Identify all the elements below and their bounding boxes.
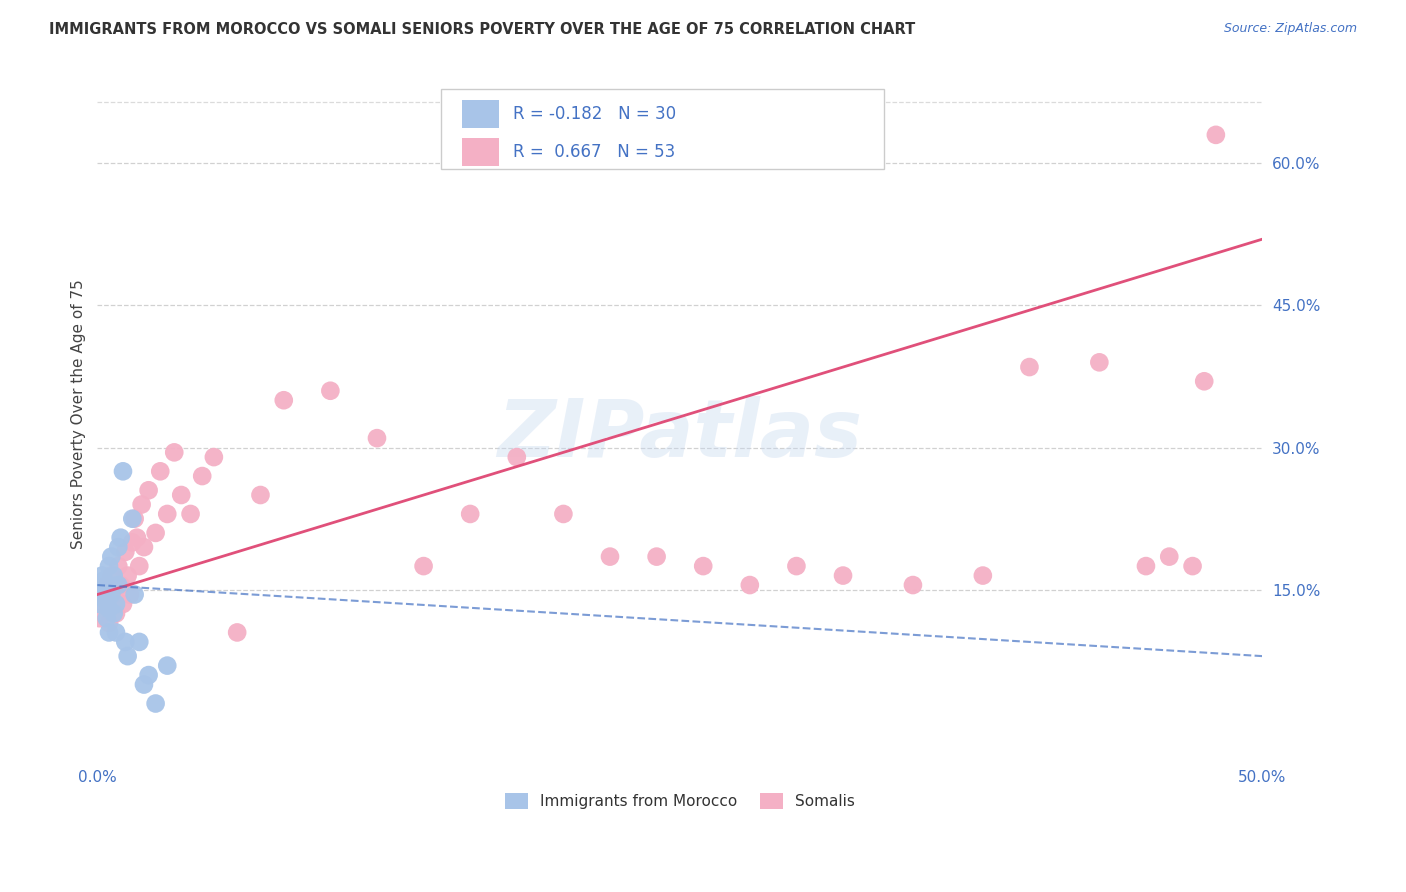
Point [180, 507, 202, 521]
Point [104, 597, 127, 611]
Point [1181, 559, 1204, 574]
Point [91, 568, 114, 582]
Point [111, 597, 134, 611]
Point [114, 635, 136, 649]
Bar [463, 138, 499, 166]
Point [128, 635, 150, 649]
Point [132, 540, 155, 554]
Point [121, 535, 143, 549]
Point [89, 588, 111, 602]
Point [901, 578, 924, 592]
Point [738, 578, 761, 592]
Bar [441, 89, 884, 169]
Point [170, 488, 193, 502]
Point [599, 549, 621, 564]
Text: R =  0.667   N = 53: R = 0.667 N = 53 [513, 144, 675, 161]
Point [226, 625, 249, 640]
Point [96, 582, 118, 597]
Point [1159, 549, 1181, 564]
Point [149, 464, 172, 478]
Y-axis label: Seniors Poverty Over the Age of 75: Seniors Poverty Over the Age of 75 [72, 279, 86, 549]
Point [145, 525, 167, 540]
Point [125, 531, 148, 545]
Point [132, 677, 155, 691]
Point [117, 568, 139, 582]
Point [100, 588, 122, 602]
Point [93, 597, 115, 611]
Point [163, 445, 186, 459]
Point [93, 574, 115, 588]
Point [131, 498, 153, 512]
Point [191, 469, 214, 483]
Point [91, 588, 114, 602]
Text: ZIPatlas: ZIPatlas [498, 396, 862, 475]
Point [506, 450, 529, 464]
Point [128, 559, 150, 574]
Point [412, 559, 434, 574]
Point [692, 559, 714, 574]
Text: IMMIGRANTS FROM MOROCCO VS SOMALI SENIORS POVERTY OVER THE AGE OF 75 CORRELATION: IMMIGRANTS FROM MOROCCO VS SOMALI SENIOR… [49, 22, 915, 37]
Text: Source: ZipAtlas.com: Source: ZipAtlas.com [1223, 22, 1357, 36]
Point [103, 568, 125, 582]
Point [832, 568, 855, 582]
Point [98, 559, 121, 574]
Point [98, 625, 121, 640]
Point [124, 588, 146, 602]
Legend: Immigrants from Morocco, Somalis: Immigrants from Morocco, Somalis [499, 787, 862, 815]
Point [972, 568, 994, 582]
Point [104, 625, 127, 640]
Point [319, 384, 342, 398]
Point [366, 431, 388, 445]
Point [156, 658, 179, 673]
Point [202, 450, 225, 464]
Point [117, 649, 139, 664]
Point [1192, 374, 1215, 388]
Point [1088, 355, 1111, 369]
Point [273, 393, 295, 408]
Point [110, 578, 132, 592]
Point [107, 540, 129, 554]
Point [1205, 128, 1227, 142]
Point [89, 611, 111, 625]
Point [458, 507, 481, 521]
Point [103, 607, 125, 621]
Bar [463, 100, 499, 128]
Point [96, 578, 118, 592]
Point [100, 568, 122, 582]
Point [98, 601, 121, 615]
Point [1135, 559, 1157, 574]
Point [96, 611, 118, 625]
Point [107, 559, 129, 574]
Point [110, 531, 132, 545]
Text: R = -0.182   N = 30: R = -0.182 N = 30 [513, 105, 676, 123]
Point [121, 512, 143, 526]
Point [645, 549, 668, 564]
Point [249, 488, 271, 502]
Point [104, 607, 127, 621]
Point [91, 578, 114, 592]
Point [138, 483, 160, 498]
Point [100, 549, 122, 564]
Point [156, 507, 179, 521]
Point [89, 597, 111, 611]
Point [145, 697, 167, 711]
Point [1018, 360, 1040, 375]
Point [138, 668, 160, 682]
Point [118, 588, 141, 602]
Point [93, 592, 115, 607]
Point [114, 545, 136, 559]
Point [103, 588, 125, 602]
Point [553, 507, 575, 521]
Point [124, 512, 146, 526]
Point [107, 578, 129, 592]
Point [785, 559, 807, 574]
Point [98, 615, 121, 630]
Point [111, 464, 134, 478]
